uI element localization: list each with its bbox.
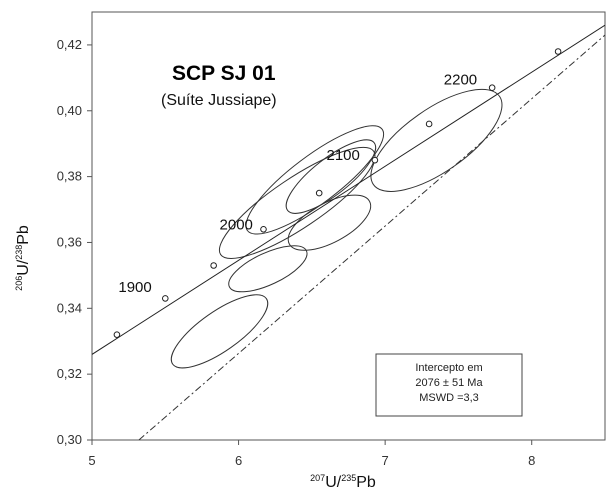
x-tick-label-8: 8	[528, 453, 535, 468]
concordia-point-2	[161, 295, 169, 302]
error-ellipse-4	[285, 139, 377, 214]
x-tick-label-7: 7	[382, 453, 389, 468]
error-ellipse-2	[218, 146, 376, 259]
concordia-points	[113, 48, 562, 338]
error-ellipse-6	[228, 245, 308, 293]
y-tick-label-4: 0,38	[57, 169, 82, 184]
error-ellipse-7	[370, 88, 503, 192]
error-ellipse-1	[170, 294, 269, 369]
x-tick-label-6: 6	[235, 453, 242, 468]
concordia-point-5	[315, 189, 323, 197]
y-axis-label: 206U/238Pb	[14, 225, 32, 291]
age-label-2200: 2200	[444, 71, 477, 88]
error-ellipse-3	[245, 125, 385, 235]
concordia-curve	[92, 24, 605, 355]
annotation-line-1: Intercepto em	[415, 362, 482, 374]
error-ellipse-5	[287, 194, 372, 251]
discordia-line	[138, 34, 605, 440]
curve-layer	[92, 24, 605, 440]
plot-frame	[91, 11, 606, 441]
age-label-2100: 2100	[327, 147, 360, 164]
y-tick-label-3: 0,36	[57, 234, 82, 249]
concordia-point-6	[371, 156, 379, 164]
axis-ticks: 5 6 7 8 0,30 0,32 0,34 0,36 0,38 0,40 0,42	[57, 37, 536, 468]
annotation-line-2: 2076 ± 51 Ma	[415, 377, 483, 389]
age-labels: 1900 2000 2100 2200	[118, 71, 477, 295]
chart-subtitle: (Suíte Jussiape)	[161, 92, 277, 109]
y-tick-label-1: 0,32	[57, 366, 82, 381]
x-tick-label-5: 5	[88, 453, 95, 468]
concordia-point-1	[113, 331, 121, 338]
y-tick-label-5: 0,40	[57, 103, 82, 118]
concordia-point-4	[260, 225, 267, 233]
annotation-line-3: MSWD =3,3	[419, 392, 479, 404]
y-tick-label-2: 0,34	[57, 300, 82, 315]
chart-title: SCP SJ 01	[172, 62, 276, 85]
age-label-2000: 2000	[220, 216, 253, 233]
y-tick-label-0: 0,30	[57, 432, 82, 447]
age-label-1900: 1900	[118, 279, 151, 296]
error-ellipses	[170, 88, 503, 369]
concordia-point-3	[210, 262, 217, 269]
annotation-box: Intercepto em 2076 ± 51 Ma MSWD =3,3	[375, 353, 523, 417]
y-tick-label-6: 0,42	[57, 37, 82, 52]
concordia-point-7	[425, 120, 433, 128]
x-axis-label: 207U/235Pb	[310, 473, 376, 491]
concordia-point-9	[554, 48, 562, 55]
concordia-point-8	[488, 84, 496, 92]
